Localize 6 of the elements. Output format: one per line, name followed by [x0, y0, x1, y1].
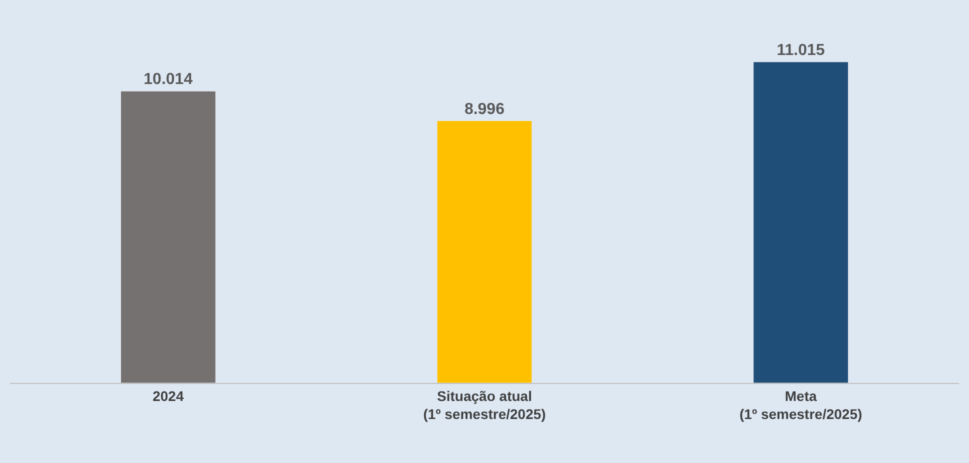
- data-label: 10.014: [144, 71, 193, 88]
- x-tick-label: 2024: [152, 388, 184, 404]
- x-tick-label: Situação atual (1º semestre/2025): [423, 388, 546, 422]
- data-label: 8.996: [464, 100, 505, 118]
- x-tick-label: Meta (1º semestre/2025): [740, 388, 862, 422]
- data-label: 11.015: [776, 42, 825, 59]
